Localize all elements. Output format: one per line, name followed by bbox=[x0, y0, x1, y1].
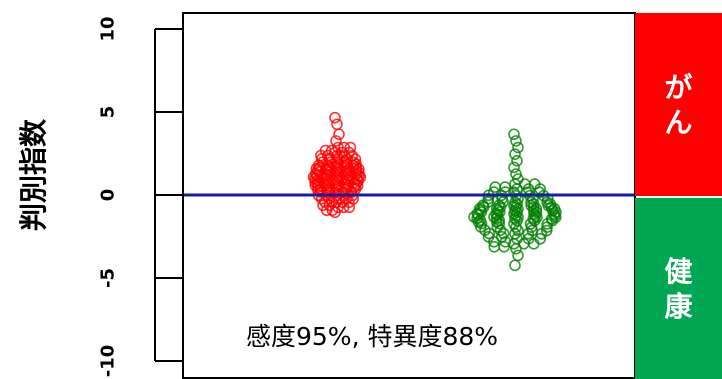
cancer-point bbox=[329, 111, 341, 124]
healthy-point bbox=[510, 135, 522, 147]
healthy-point bbox=[508, 161, 520, 174]
healthy-point bbox=[488, 236, 500, 248]
healthy-point bbox=[512, 249, 524, 262]
data-points bbox=[307, 111, 562, 272]
healthy-band: 健康 bbox=[635, 198, 722, 379]
healthy-point bbox=[510, 242, 522, 255]
healthy-point bbox=[512, 224, 524, 237]
healthy-point bbox=[498, 241, 510, 253]
cancer-point bbox=[337, 201, 350, 214]
healthy-point bbox=[509, 213, 521, 225]
cancer-band: がん bbox=[635, 13, 722, 196]
cancer-point bbox=[331, 118, 343, 131]
y-tick-label: -10 bbox=[98, 345, 119, 378]
cancer-point bbox=[333, 128, 345, 141]
healthy-point bbox=[508, 128, 520, 141]
healthy-point bbox=[509, 259, 521, 272]
y-tick-label: -5 bbox=[98, 268, 119, 288]
healthy-point bbox=[511, 155, 523, 167]
healthy-point bbox=[509, 148, 521, 160]
healthy-label: 健康 bbox=[664, 254, 693, 323]
healthy-point bbox=[520, 186, 533, 199]
cancer-point bbox=[343, 201, 356, 214]
healthy-point bbox=[512, 141, 524, 154]
y-axis: -10 -5 0 5 10 bbox=[98, 16, 183, 378]
y-tick-label: 10 bbox=[98, 16, 119, 41]
performance-annotation: 感度95%, 特異度88% bbox=[246, 322, 499, 351]
y-tick-label: 5 bbox=[98, 106, 119, 119]
cancer-point bbox=[329, 206, 341, 219]
healthy-point bbox=[491, 221, 504, 233]
cancer-label: がん bbox=[664, 70, 693, 139]
cancer-point bbox=[326, 204, 339, 217]
y-axis-label-wrap: 判別指数 bbox=[12, 70, 52, 280]
cancer-point bbox=[330, 135, 342, 147]
healthy-point bbox=[528, 208, 540, 220]
y-tick-label: 0 bbox=[98, 189, 119, 202]
healthy-point bbox=[535, 228, 548, 240]
y-axis-label: 判別指数 bbox=[17, 118, 51, 232]
healthy-point bbox=[494, 224, 507, 236]
cancer-point bbox=[344, 141, 357, 154]
cancer-point bbox=[320, 204, 333, 217]
healthy-point bbox=[522, 228, 535, 240]
healthy-point bbox=[499, 236, 512, 248]
